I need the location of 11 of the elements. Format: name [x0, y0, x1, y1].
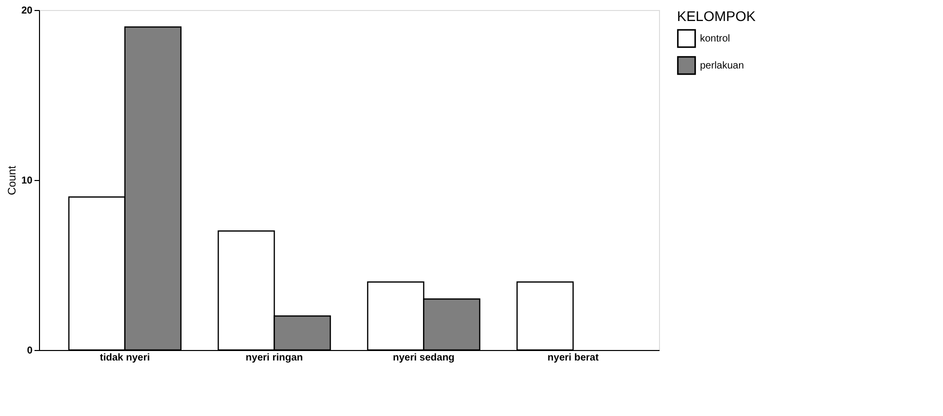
y-tick-label: 0 — [26, 346, 33, 356]
legend-label: perlakuan — [700, 60, 744, 72]
y-tick-label: 10 — [21, 176, 33, 186]
x-tick-label: nyeri berat — [548, 352, 600, 364]
y-tick-label: 20 — [21, 6, 33, 16]
y-axis-title: Count — [6, 166, 18, 196]
x-tick-label: nyeri ringan — [246, 352, 303, 364]
legend-title: KELOMPOK — [677, 8, 756, 24]
x-tick-label: nyeri sedang — [392, 352, 455, 364]
legend-label: kontrol — [700, 34, 730, 44]
x-tick-label: tidak nyeri — [100, 352, 150, 364]
